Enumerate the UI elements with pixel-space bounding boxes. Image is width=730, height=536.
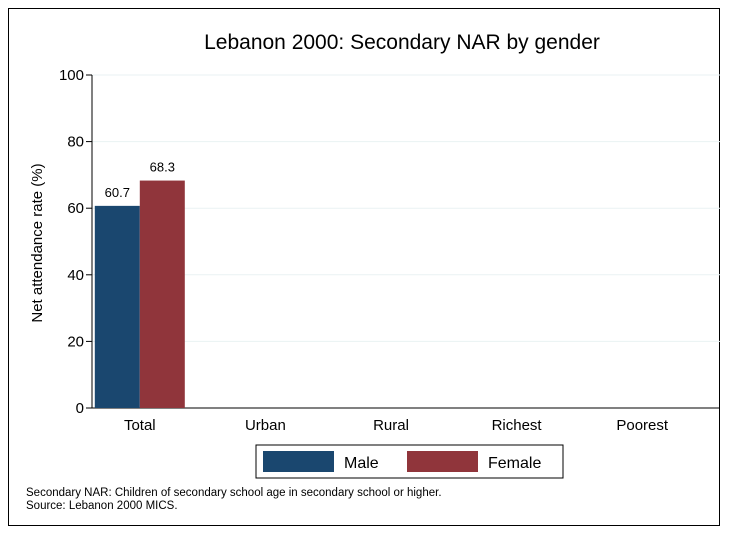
y-tick-label: 0	[76, 400, 84, 417]
legend-swatch-female	[407, 451, 478, 472]
y-tick-label: 60	[67, 200, 84, 217]
legend: Male Female	[255, 444, 564, 479]
bars	[94, 180, 185, 408]
x-axis-categories: Total Urban Rural Richest Poorest	[124, 417, 669, 434]
x-category-label: Rural	[373, 417, 409, 434]
data-label: 68.3	[150, 160, 175, 175]
data-label: 60.7	[105, 185, 130, 200]
y-axis-label: Net attendance rate (%)	[29, 163, 46, 322]
legend-label-female: Female	[488, 455, 541, 472]
x-category-label: Urban	[245, 417, 286, 434]
bar-male-total	[94, 205, 140, 408]
gridlines	[92, 74, 720, 342]
x-category-label: Poorest	[616, 417, 669, 434]
x-category-label: Total	[124, 417, 156, 434]
y-axis: 0 20 40 60 80 100	[59, 67, 720, 417]
y-tick-label: 100	[59, 67, 84, 84]
footnote-definition: Secondary NAR: Children of secondary sch…	[26, 487, 442, 499]
legend-swatch-male	[263, 451, 334, 472]
data-labels: 60.7 68.3	[105, 160, 175, 200]
y-tick-label: 20	[67, 333, 84, 350]
x-category-label: Richest	[492, 417, 543, 434]
legend-label-male: Male	[344, 455, 379, 472]
y-tick-label: 80	[67, 134, 84, 151]
bar-female-total	[139, 180, 185, 408]
footnote-source: Source: Lebanon 2000 MICS.	[26, 500, 178, 512]
y-tick-label: 40	[67, 267, 84, 284]
chart-title: Lebanon 2000: Secondary NAR by gender	[204, 31, 600, 54]
